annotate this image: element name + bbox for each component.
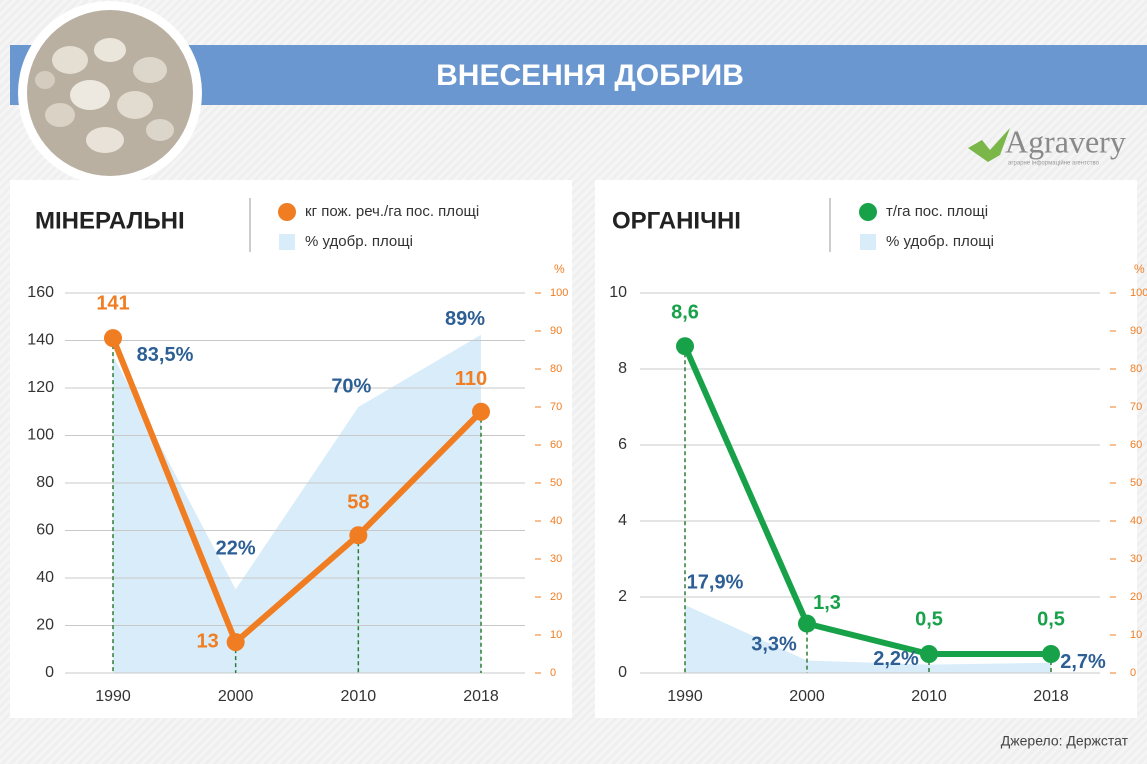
legend-label: % удобр. площі [886,233,994,250]
value-label: 110 [455,368,487,390]
x-tick-label: 2000 [218,688,254,705]
point [349,526,367,544]
y-tick-label: 120 [27,379,54,396]
value-label: 2,7% [1060,651,1106,673]
value-label: 70% [331,375,371,397]
y2-tick-label: 80 [550,363,562,375]
value-label: 3,3% [751,634,797,656]
source-note: Джерело: Держстат [1001,733,1129,749]
y2-tick-label: 90 [550,325,562,337]
point [472,403,490,421]
x-tick-label: 1990 [95,688,131,705]
y2-axis-label: % [554,262,565,276]
x-tick-label: 1990 [667,688,703,705]
legend-marker [859,203,877,221]
value-label: 89% [445,308,485,330]
panel-title: ОРГАНІЧНІ [612,207,741,234]
value-label: 17,9% [687,571,744,593]
value-label: 0,5 [1037,608,1065,630]
y-tick-label: 20 [36,617,54,634]
logo-tagline: аграрне інформаційне агентство [1008,160,1100,167]
y-tick-label: 40 [36,569,54,586]
y2-tick-label: 80 [1130,363,1142,375]
x-tick-label: 2018 [1033,688,1069,705]
page: ВНЕСЕННЯ ДОБРИВ Agravery аграрне інформа… [0,0,1147,764]
value-label: 13 [197,630,219,652]
y-tick-label: 10 [609,284,627,301]
y-tick-label: 100 [27,427,54,444]
y-tick-label: 140 [27,332,54,349]
y-tick-label: 2 [618,588,627,605]
logo-text: Agravery [1005,123,1126,159]
legend-label: т/га пос. площі [886,203,988,220]
y2-tick-label: 50 [550,477,562,489]
y2-tick-label: 70 [550,401,562,413]
y2-tick-label: 60 [550,439,562,451]
legend-marker [278,203,296,221]
y-tick-label: 6 [618,436,627,453]
point [798,615,816,633]
y-tick-label: 0 [618,664,627,681]
logo: Agravery аграрне інформаційне агентство [968,123,1126,166]
point [676,337,694,355]
y2-axis-label: % [1134,262,1145,276]
y2-tick-label: 0 [1130,667,1136,679]
y2-tick-label: 10 [550,629,562,641]
x-tick-label: 2010 [911,688,947,705]
x-tick-label: 2000 [789,688,825,705]
y2-tick-label: 20 [1130,591,1142,603]
y2-tick-label: 70 [1130,401,1142,413]
value-label: 22% [216,538,256,560]
y2-tick-label: 30 [1130,553,1142,565]
point [227,633,245,651]
y2-tick-label: 10 [1130,629,1142,641]
value-label: 0,5 [915,608,943,630]
y2-tick-label: 100 [550,287,568,299]
point [920,645,938,663]
point [104,329,122,347]
y2-tick-label: 20 [550,591,562,603]
y2-tick-label: 50 [1130,477,1142,489]
x-tick-label: 2010 [341,688,377,705]
photo [18,1,202,185]
y-tick-label: 160 [27,284,54,301]
legend-label: % удобр. площі [305,233,413,250]
value-label: 1,3 [813,592,841,614]
x-tick-label: 2018 [463,688,499,705]
legend-marker [279,234,295,250]
value-label: 8,6 [671,301,699,323]
y-tick-label: 8 [618,360,627,377]
y2-tick-label: 30 [550,553,562,565]
value-label: 141 [96,292,129,314]
y2-tick-label: 100 [1130,287,1147,299]
y-tick-label: 60 [36,522,54,539]
y2-tick-label: 40 [550,515,562,527]
y2-tick-label: 0 [550,667,556,679]
legend-label: кг пож. реч./га пос. площі [305,203,479,220]
y2-tick-label: 40 [1130,515,1142,527]
panel-title: МІНЕРАЛЬНІ [35,207,185,234]
value-label: 83,5% [137,344,194,366]
point [1042,645,1060,663]
y-tick-label: 0 [45,664,54,681]
y-tick-label: 80 [36,474,54,491]
value-label: 58 [347,492,369,514]
y-tick-label: 4 [618,512,627,529]
header-title: ВНЕСЕННЯ ДОБРИВ [436,59,744,92]
y2-tick-label: 60 [1130,439,1142,451]
infographic: ВНЕСЕННЯ ДОБРИВ Agravery аграрне інформа… [0,0,1147,764]
y2-tick-label: 90 [1130,325,1142,337]
legend-marker [860,234,876,250]
value-label: 2,2% [873,648,919,670]
